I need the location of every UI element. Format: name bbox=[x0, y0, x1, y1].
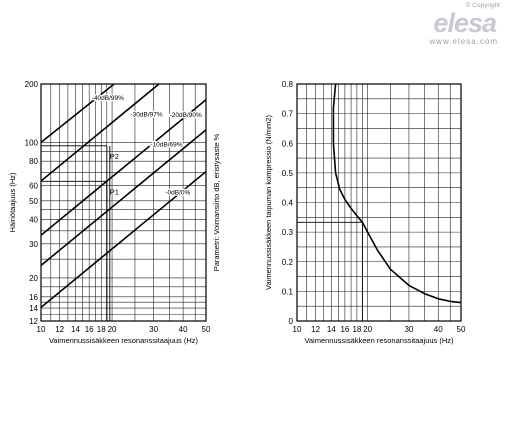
y-tick-label: 0 bbox=[289, 317, 294, 326]
y-tick-label: 12 bbox=[29, 317, 38, 326]
y-tick-label: 0.4 bbox=[282, 199, 294, 208]
y-tick-label: 60 bbox=[29, 181, 38, 190]
x-tick-label: 30 bbox=[404, 325, 413, 334]
copyright-text: © Copyright bbox=[465, 2, 500, 9]
x-tick-label: 16 bbox=[85, 325, 94, 334]
plot-frame bbox=[296, 83, 462, 322]
y-tick-label: 0.8 bbox=[282, 80, 294, 89]
y-tick-label: 20 bbox=[29, 274, 38, 283]
series-label: -0dB/0% bbox=[165, 189, 190, 196]
series-label: -30dB/97% bbox=[130, 111, 162, 118]
y-tick-label: 0.1 bbox=[282, 287, 294, 296]
series-label: -20dB/90% bbox=[170, 112, 202, 119]
x-tick-label: 30 bbox=[149, 325, 158, 334]
series-line-3 bbox=[41, 129, 206, 267]
x-tick-label: 12 bbox=[311, 325, 320, 334]
elesa-logo: elesa bbox=[433, 8, 497, 38]
y-tick-label: 40 bbox=[29, 216, 38, 225]
series-label: -10dB/69% bbox=[150, 142, 182, 149]
y-axis-label: Vaimennussisäkkeen taipuman kompressio (… bbox=[264, 115, 273, 290]
x-tick-label: 18 bbox=[352, 325, 361, 334]
website-url: www.elesa.com bbox=[429, 37, 498, 46]
x-tick-label: 12 bbox=[55, 325, 64, 334]
y-tick-label: 50 bbox=[29, 197, 38, 206]
y-tick-label: 16 bbox=[29, 293, 38, 302]
series-line-2 bbox=[41, 99, 206, 236]
y-tick-label: 0.6 bbox=[282, 139, 294, 148]
y-tick-label: 30 bbox=[29, 240, 38, 249]
y-tick-label: 200 bbox=[25, 80, 39, 89]
x-tick-label: 10 bbox=[293, 325, 302, 334]
y-tick-label: 0.3 bbox=[282, 228, 294, 237]
x-axis-label: Vaimennussisäkkeen resonanssitaajuus (Hz… bbox=[49, 336, 199, 345]
annotation-p2: P2 bbox=[110, 152, 119, 161]
x-tick-label: 20 bbox=[108, 325, 117, 334]
x-tick-label: 18 bbox=[97, 325, 106, 334]
series-lines bbox=[41, 84, 206, 309]
x-tick-label: 50 bbox=[202, 325, 211, 334]
x-tick-label: 20 bbox=[363, 325, 372, 334]
y-tick-label: 14 bbox=[29, 304, 38, 313]
x-tick-label: 10 bbox=[37, 325, 46, 334]
x-tick-label: 40 bbox=[434, 325, 443, 334]
x-tick-label: 40 bbox=[179, 325, 188, 334]
x-tick-label: 16 bbox=[340, 325, 349, 334]
x-tick-label: 50 bbox=[457, 325, 466, 334]
series-line-0 bbox=[41, 84, 115, 144]
x-axis-label: Vaimennussisäkkeen resonanssitaajuus (Hz… bbox=[304, 336, 454, 345]
elesa-brand: © Copyright elesa www.elesa.com bbox=[402, 2, 502, 46]
series-line-4 bbox=[41, 170, 206, 309]
y-tick-label: 80 bbox=[29, 157, 38, 166]
x-tick-label: 14 bbox=[71, 325, 80, 334]
annotation-p1: P1 bbox=[110, 187, 119, 196]
plot-frame bbox=[40, 83, 207, 322]
right-axis-label: Parametri: Voimansiirto dB, eristysaste … bbox=[212, 133, 221, 271]
compression-curve bbox=[332, 84, 461, 304]
y-tick-label: 0.5 bbox=[282, 169, 294, 178]
y-tick-label: 100 bbox=[25, 138, 39, 147]
y-tick-label: 0.2 bbox=[282, 258, 294, 267]
compression-curve-chart: 10 12 14 16 18 20 30 40 50 0 0.1 0.2 0.3 0.4 0.5 0.6 0.7… bbox=[264, 80, 466, 345]
series-line-1 bbox=[41, 84, 160, 182]
frequency-transmission-chart: P2 P1 -40dB/99% -30dB/97% -20dB/90% -10dB/69%… bbox=[8, 80, 221, 345]
y-axis-label: Häiriötaajuus (Hz) bbox=[8, 172, 17, 233]
series-label: -40dB/99% bbox=[92, 95, 124, 102]
y-tick-label: 0.7 bbox=[282, 110, 294, 119]
x-tick-label: 14 bbox=[327, 325, 336, 334]
